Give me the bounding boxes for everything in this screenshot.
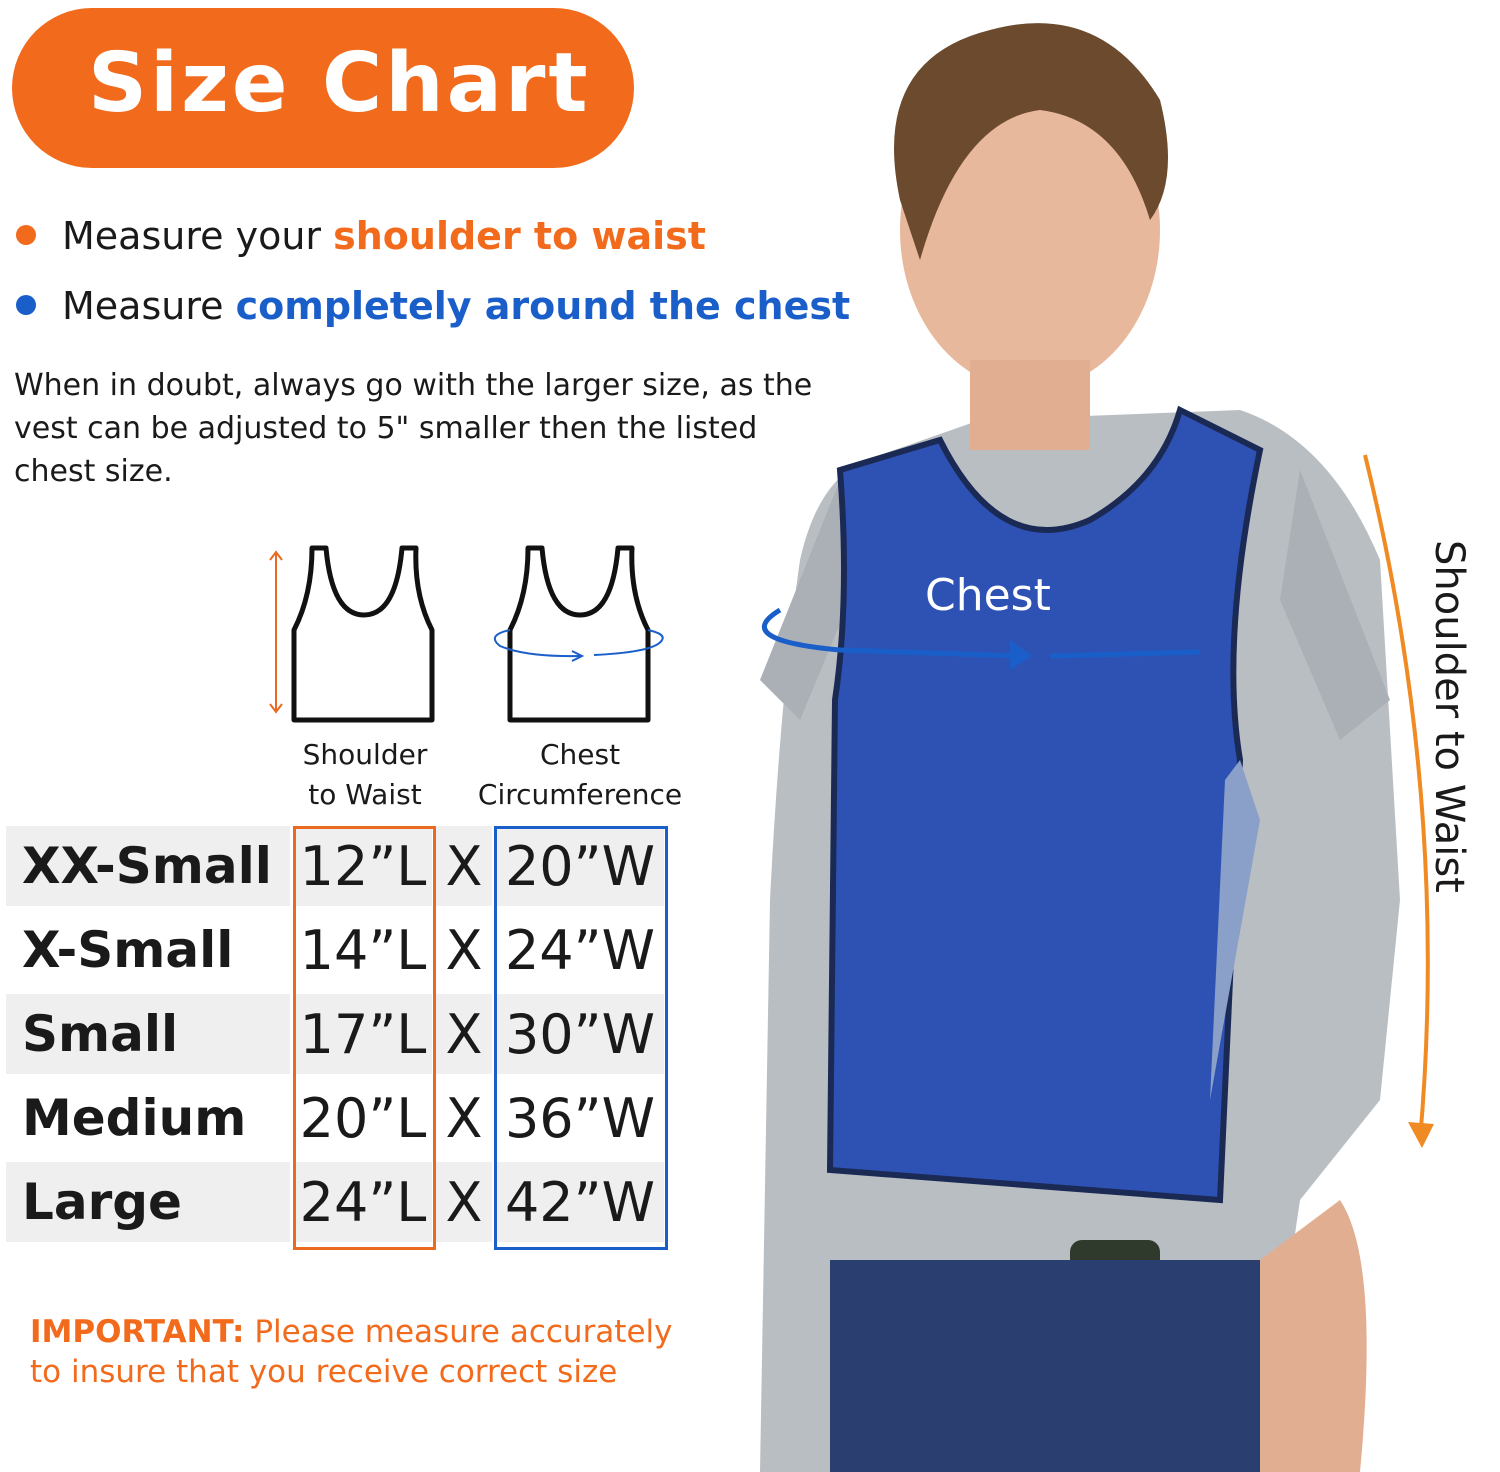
page-title: Size Chart	[88, 36, 591, 131]
width-column-outline	[494, 826, 668, 1250]
width-value: 36”W	[504, 1086, 656, 1150]
bullet-highlight: completely around the chest	[235, 284, 851, 328]
size-row: XX-Small 12”L X 20”W	[6, 826, 664, 906]
size-row: Large 24”L X 42”W	[6, 1162, 664, 1242]
length-value: 17”L	[294, 994, 432, 1074]
size-name: Small	[6, 994, 290, 1074]
model-photo	[760, 23, 1434, 1472]
size-row: X-Small 14”L X 24”W	[6, 910, 664, 990]
length-value: 12”L	[294, 826, 432, 906]
important-notice: IMPORTANT: Please measure accurately to …	[30, 1314, 673, 1390]
size-row: Medium 20”L X 36”W	[6, 1078, 664, 1158]
width-value: 20”W	[496, 826, 664, 906]
chest-label: Chest	[925, 570, 1051, 621]
length-value: 20”L	[299, 1086, 427, 1150]
bullet-text: Measure your	[62, 214, 334, 258]
size-name: X-Small	[22, 921, 234, 979]
times-sign: X	[436, 1162, 492, 1242]
chest-arrow	[761, 607, 1021, 659]
times-sign: X	[436, 826, 492, 906]
size-row: Small 17”L X 30”W	[6, 994, 664, 1074]
shoulder-to-waist-arrow	[1363, 454, 1430, 1141]
length-value: 24”L	[294, 1162, 432, 1242]
shoulder-to-waist-label: Shoulder to Waist	[302, 738, 428, 811]
bullet-shoulder: Measure your shoulder to waist	[16, 214, 706, 258]
bullet-chest: Measure completely around the chest	[16, 284, 850, 328]
width-value: 24”W	[504, 918, 656, 982]
bullet-highlight: shoulder to waist	[333, 214, 706, 258]
length-value: 14”L	[299, 918, 427, 982]
shoulder-to-waist-photo-label: Shoulder to Waist	[1426, 540, 1472, 893]
width-value: 30”W	[496, 994, 664, 1074]
length-column-outline	[293, 826, 436, 1250]
bullet-text: Measure	[62, 284, 236, 328]
size-name: XX-Small	[6, 826, 290, 906]
times-sign: X	[436, 994, 492, 1074]
size-name: Large	[6, 1162, 290, 1242]
sizing-note: When in doubt, always go with the larger…	[14, 368, 813, 489]
orange-dot-icon	[16, 224, 36, 245]
times-sign: X	[445, 1086, 483, 1150]
blue-dot-icon	[16, 294, 36, 315]
chest-circumference-icon	[493, 545, 664, 723]
vest-icons	[269, 545, 664, 723]
title-banner: Size Chart	[12, 8, 634, 168]
width-value: 42”W	[496, 1162, 664, 1242]
chest-circumference-label: Chest Circumference	[477, 738, 683, 811]
size-name: Medium	[22, 1089, 247, 1147]
times-sign: X	[445, 918, 483, 982]
shoulder-to-waist-icon	[269, 545, 435, 723]
